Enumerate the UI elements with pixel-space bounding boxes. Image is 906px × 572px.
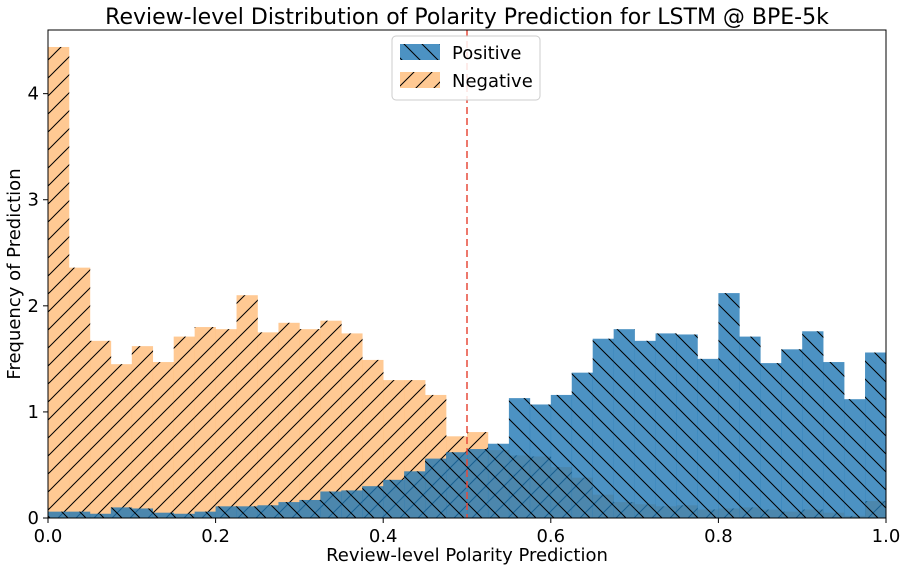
x-tick-label-3: 0.6 [536, 526, 565, 547]
x-tick-label-0: 0.0 [34, 526, 63, 547]
negative-bar-hatch-14 [341, 333, 363, 518]
negative-bar-hatch-9 [236, 295, 258, 518]
positive-bar-hatch-35 [781, 349, 803, 518]
negative-bar-hatch-2 [89, 340, 112, 518]
y-tick-label-4: 4 [28, 84, 39, 105]
positive-bar-hatch-13 [320, 491, 342, 518]
negative-bar-hatch-8 [215, 329, 237, 518]
negative-bar-hatch-3 [110, 364, 133, 518]
positive-bar-hatch-36 [802, 331, 824, 518]
positive-bar-hatch-10 [257, 505, 279, 518]
positive-bar-hatch-0 [48, 511, 70, 518]
positive-bar-hatch-8 [215, 506, 237, 518]
positive-bar-hatch-11 [278, 502, 300, 518]
negative-bar-hatch-13 [320, 320, 342, 518]
legend: Positive Negative [391, 35, 541, 101]
negative-bar-hatch-1 [68, 267, 91, 518]
chart-title: Review-level Distribution of Polarity Pr… [105, 5, 829, 30]
positive-bar-hatch-18 [425, 458, 447, 518]
positive-bar-hatch-16 [383, 479, 405, 518]
positive-bar-hatch-4 [131, 508, 154, 518]
positive-bar-hatch-15 [362, 486, 384, 518]
positive-bar-hatch-26 [592, 338, 614, 518]
legend-hatch-positive [400, 44, 440, 60]
legend-hatch-negative [400, 72, 440, 88]
negative-bar-hatch-0 [48, 46, 70, 518]
positive-bar-hatch-19 [446, 452, 468, 518]
positive-bar-hatch-27 [613, 329, 635, 518]
positive-bar-hatch-17 [404, 471, 426, 518]
legend-entry-negative: Negative [400, 71, 533, 92]
y-tick-label-3: 3 [28, 190, 39, 211]
positive-bar-hatch-31 [697, 358, 719, 518]
plot-frame [47, 29, 887, 519]
negative-bar-hatch-15 [362, 359, 384, 518]
negative-bar-hatch-6 [173, 336, 195, 518]
positive-bar-hatch-1 [68, 511, 91, 518]
x-tick-label-2: 0.4 [369, 526, 398, 547]
x-tick-label-5: 1.0 [872, 526, 901, 547]
y-tick-label-0: 0 [28, 508, 39, 529]
positive-bar-hatch-5 [152, 512, 174, 518]
negative-bar-hatch-5 [152, 362, 174, 518]
positive-bar-hatch-12 [299, 499, 321, 518]
positive-bar-hatch-9 [236, 506, 258, 518]
negative-bar-hatch-7 [194, 327, 216, 518]
negative-bar-hatch-11 [278, 322, 300, 518]
positive-bar-hatch-38 [844, 399, 866, 518]
negative-bar-40 [886, 507, 906, 518]
positive-bar-hatch-40 [886, 286, 906, 518]
positive-bar-hatch-37 [823, 362, 845, 518]
negative-bar-hatch-10 [257, 332, 279, 518]
positive-bar-hatch-24 [550, 394, 573, 518]
positive-bar-hatch-14 [341, 490, 363, 518]
legend-label-negative: Negative [452, 71, 533, 92]
plot-area [47, 29, 906, 519]
positive-bar-hatch-25 [571, 372, 593, 518]
x-tick-label-4: 0.8 [704, 526, 733, 547]
positive-bar-hatch-2 [89, 513, 112, 518]
positive-bar-hatch-28 [634, 340, 656, 518]
positive-bar-hatch-21 [487, 443, 510, 518]
y-axis-ticks: 0 1 2 3 4 [28, 84, 48, 529]
positive-bar-hatch-30 [676, 334, 698, 518]
legend-entry-positive: Positive [400, 43, 521, 64]
positive-bar-40 [886, 286, 906, 518]
x-axis-label: Review-level Polarity Prediction [326, 545, 608, 566]
positive-bar-hatch-39 [865, 352, 886, 518]
x-tick-label-1: 0.2 [201, 526, 230, 547]
negative-bar-hatch-12 [299, 329, 321, 518]
positive-bar-hatch-32 [718, 293, 740, 518]
positive-bar-hatch-29 [655, 333, 677, 518]
y-tick-label-1: 1 [28, 402, 39, 423]
negative-bar-hatch-4 [131, 346, 154, 518]
positive-bar-hatch-6 [173, 513, 195, 518]
positive-bar-hatch-33 [739, 336, 761, 518]
y-tick-label-2: 2 [28, 296, 39, 317]
positive-bar-hatch-3 [110, 507, 133, 518]
positive-bar-hatch-7 [194, 511, 216, 518]
positive-bars [48, 286, 906, 518]
positive-bar-hatch-22 [508, 398, 531, 518]
positive-bar-hatch-23 [529, 404, 552, 518]
negative-bar-hatch-40 [886, 507, 906, 518]
legend-label-positive: Positive [452, 43, 521, 64]
x-axis-ticks: 0.0 0.2 0.4 0.6 0.8 1.0 [34, 518, 901, 547]
positive-bar-hatch-34 [760, 363, 782, 518]
y-axis-label: Frequency of Prediction [4, 168, 25, 379]
positive-bar-hatch-20 [467, 449, 489, 518]
